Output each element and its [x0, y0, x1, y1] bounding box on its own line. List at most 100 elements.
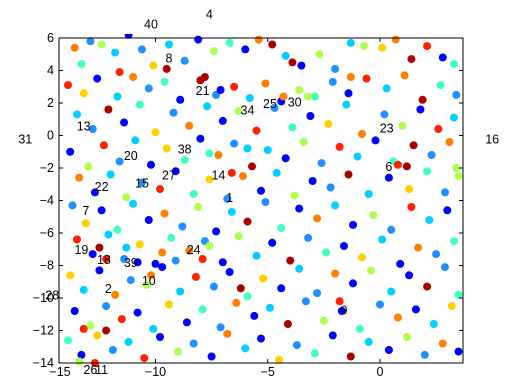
data-point	[203, 102, 212, 111]
data-point	[129, 73, 138, 81]
data-point	[420, 350, 429, 359]
y-tick-label: −12	[33, 324, 54, 338]
data-point	[120, 118, 129, 127]
data-point	[156, 185, 164, 194]
data-point	[75, 357, 84, 366]
data-point	[174, 347, 182, 356]
data-point	[232, 298, 241, 307]
data-point	[111, 48, 120, 57]
data-point	[288, 123, 297, 132]
data-point	[180, 56, 189, 65]
data-point	[241, 344, 250, 353]
data-point	[346, 352, 355, 361]
data-point	[308, 177, 317, 185]
data-point	[102, 255, 111, 263]
data-point	[70, 43, 79, 52]
point-annotation: 9	[341, 303, 348, 317]
data-point	[171, 256, 180, 265]
data-point	[234, 107, 243, 116]
data-point	[346, 73, 355, 81]
data-point	[160, 209, 169, 218]
data-point	[454, 172, 463, 181]
data-point	[225, 38, 234, 47]
data-point	[151, 259, 160, 268]
data-point	[120, 255, 129, 263]
data-point	[196, 134, 205, 143]
data-point	[378, 235, 387, 244]
data-point	[227, 168, 236, 177]
data-point	[191, 272, 200, 281]
point-annotation: 13	[77, 120, 91, 134]
data-point	[295, 264, 304, 273]
point-annotation: 15	[135, 177, 149, 191]
data-point	[283, 320, 292, 328]
data-point	[90, 188, 99, 197]
data-point	[445, 138, 454, 146]
data-point	[245, 94, 254, 103]
data-point	[79, 324, 88, 333]
data-point	[416, 105, 425, 114]
data-point	[257, 186, 265, 195]
data-point	[111, 290, 120, 299]
point-annotation: 40	[144, 17, 158, 31]
data-point	[86, 321, 95, 330]
x-tick-label: −5	[261, 365, 275, 376]
data-point	[156, 333, 164, 341]
point-annotation: 21	[196, 84, 210, 98]
data-point	[185, 246, 194, 255]
point-annotation: 28	[45, 289, 59, 303]
data-point	[447, 302, 456, 311]
data-point	[216, 323, 225, 332]
data-point	[106, 170, 115, 179]
data-point	[384, 346, 393, 354]
data-point	[81, 219, 90, 228]
data-point	[185, 121, 194, 130]
data-point	[396, 259, 405, 268]
data-point	[438, 53, 447, 62]
data-point	[189, 190, 198, 198]
data-point	[223, 329, 232, 338]
data-point	[104, 105, 113, 114]
data-point	[218, 258, 227, 267]
data-point	[218, 116, 227, 125]
data-point	[331, 269, 340, 278]
data-point	[349, 220, 357, 229]
point-annotation: 20	[124, 149, 138, 163]
data-point	[198, 305, 207, 314]
data-point	[337, 307, 346, 315]
data-point	[360, 42, 369, 51]
data-point	[313, 289, 322, 298]
data-point	[441, 188, 449, 197]
y-tick-label: −6	[40, 226, 54, 240]
data-point	[122, 193, 131, 202]
data-point	[223, 194, 232, 203]
data-point	[243, 292, 252, 301]
data-point	[402, 333, 411, 341]
data-point	[66, 147, 75, 156]
data-point	[216, 86, 225, 94]
data-point	[86, 37, 95, 46]
data-point	[68, 201, 77, 210]
data-point	[326, 183, 335, 192]
data-point	[138, 178, 146, 187]
data-point	[252, 251, 261, 260]
data-point	[434, 125, 443, 133]
data-point	[306, 112, 315, 120]
data-point	[243, 217, 252, 226]
point-annotation: 14	[211, 168, 225, 182]
data-point	[423, 42, 432, 51]
data-point	[194, 35, 203, 44]
point-annotation: 39	[124, 256, 138, 270]
data-point	[77, 350, 86, 359]
data-point	[151, 128, 160, 137]
data-point	[200, 73, 209, 81]
y-tick-label: −10	[33, 291, 54, 305]
data-point	[279, 92, 288, 101]
data-point	[113, 92, 122, 101]
data-point	[344, 89, 353, 98]
data-point	[124, 337, 133, 346]
x-tick-label: −10	[145, 365, 166, 376]
data-point	[380, 110, 389, 119]
data-point	[70, 307, 79, 315]
